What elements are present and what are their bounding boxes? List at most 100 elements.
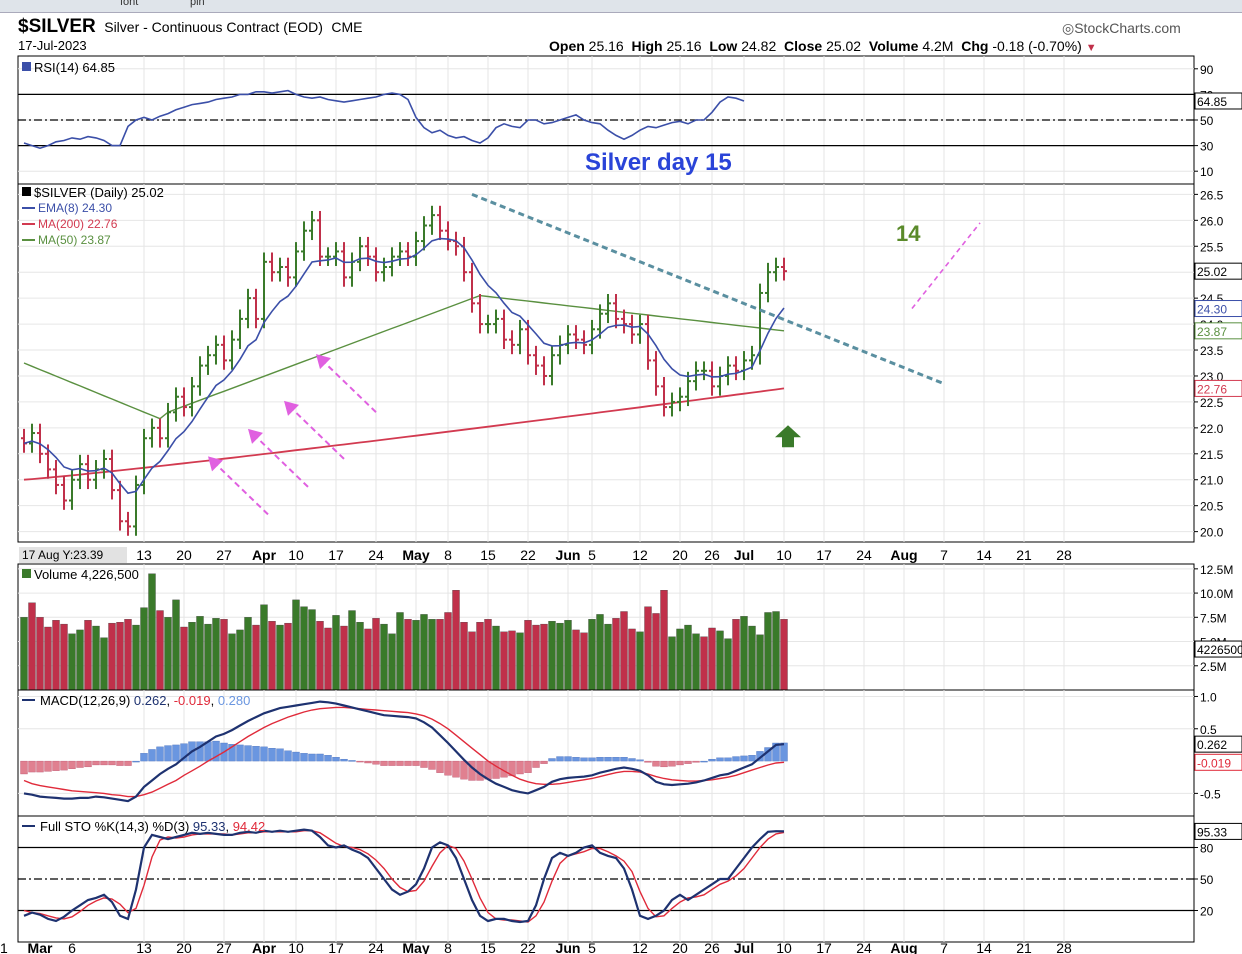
macd-line [23,700,785,803]
toolbar-tab-font[interactable]: font [120,0,139,8]
ohlc-bar [605,293,611,324]
price-axis-tick-label: 20.5 [1200,500,1224,514]
ohlc-bar [397,242,403,266]
pink-arrow-head [316,354,331,370]
macd-histogram-bar [372,760,380,765]
macd-histogram-bar [732,756,740,762]
rsi-last-value-tag: 64.85 [1197,95,1227,109]
ma200-last-value-tag-box [1194,379,1242,397]
volume-bar [724,638,732,691]
ohlc-bar [765,262,771,303]
toolbar-tab-pin[interactable]: pin [190,0,205,8]
price-x-tick-label: 8 [444,547,452,563]
volume-bar [620,611,628,691]
macd-histogram-bar [420,760,428,768]
macd-histogram-bar [612,757,620,762]
ohlc-bar [373,247,379,282]
ohlc-bar [213,335,219,365]
macd-histogram-bar [44,760,52,772]
volume-bar [164,617,172,691]
ohlc-bar [549,345,555,386]
ohlc-bar [269,252,275,282]
ohlc-bar [693,361,699,391]
macd-histogram-bar [540,760,548,764]
rsi-axis-tick-label: 90 [1200,63,1214,77]
open-label: Open [549,38,585,54]
volume-bar [636,631,644,691]
macd-histogram-bar [380,760,388,766]
macd-histogram-bar [84,760,92,768]
ohlc-bar [205,345,211,375]
volume-bar [548,621,556,691]
ohlc-bar [701,361,707,381]
rsi-line [23,89,745,150]
macd-histogram-bar [308,753,316,762]
ohlc-bar [621,309,627,334]
price-axis-tick-label: 20.0 [1200,526,1224,540]
macd-histogram-bar [636,759,644,762]
sto-legend-part: 94.42 [233,819,266,834]
macd-histogram-bar [100,760,108,766]
ohlc-bar [725,356,731,386]
macd-signal-last-value-tag-box [1194,753,1242,771]
volume-bar [212,618,220,691]
macd-histogram-bar [404,760,412,766]
price-x-tick-label: 21 [1016,547,1032,563]
ohlc-bar [653,351,659,396]
price-axis-tick-label: 25.5 [1200,240,1224,254]
volume-bar [484,619,492,691]
ohlc-bar [533,345,539,375]
ohlc-bar [645,314,651,370]
sto-last-value-tag: 95.33 [1197,825,1227,839]
volume-bar [436,619,444,691]
price-axis-tick-label: 22.0 [1200,422,1224,436]
volume-last-value-tag-box [1194,640,1242,658]
volume-bar [204,623,212,691]
macd-histogram-bar [428,760,436,770]
volume-bar [540,623,548,691]
volume-bar [236,629,244,691]
price-x-tick-label: 5 [588,547,596,563]
bottom-x-tick-label: 7 [940,940,948,954]
volume-bar [500,631,508,691]
price-x-tick-label: May [402,547,429,563]
macd-histogram-bar [596,757,604,762]
ohlc-bar [53,460,59,495]
macd-histogram-bar [76,760,84,768]
price-axis-tick-label: 21.0 [1200,474,1224,488]
volume-bar [508,630,516,691]
price-legend-entry: EMA(8) 24.30 [38,201,112,215]
ohlc-bar [333,242,339,266]
ma200-last-value-tag: 22.76 [1197,382,1227,396]
volume-axis-tick-label: 12.5M [1200,563,1233,577]
volume-bar [340,625,348,691]
volume-bar [444,612,452,691]
ohlc-bar [485,314,491,334]
ohlc-bar [429,205,435,235]
price-x-tick-label: 20 [176,547,192,563]
volume-bar [388,633,396,691]
bottom-x-tick-label: 20 [176,940,192,954]
ohlc-bar [341,242,347,287]
ohlc-bar [253,288,259,329]
top-toolbar-strip: font pin [0,0,1242,13]
volume-bar [268,621,276,691]
macd-histogram-bar [140,753,148,762]
volume-bar [732,619,740,691]
macd-histogram-bar [236,744,244,762]
macd-histogram-bar [60,760,68,771]
macd-histogram-bar [260,746,268,762]
price-panel-frame [17,183,1195,543]
macd-histogram-bar [444,760,452,776]
bottom-x-tick-label: Mar [28,940,53,954]
ohlc-bar [461,236,467,282]
volume-bar [452,590,460,691]
volume-bar [532,624,540,691]
macd-histogram-bar [156,746,164,762]
ema8-last-value-tag-box [1194,300,1242,318]
volume-bar [60,623,68,691]
volume-legend-label: Volume 4,226,500 [34,567,139,582]
volume-axis-tick-label: 2.5M [1200,660,1227,674]
ohlc-bar [437,205,443,241]
volume-bar [700,636,708,691]
